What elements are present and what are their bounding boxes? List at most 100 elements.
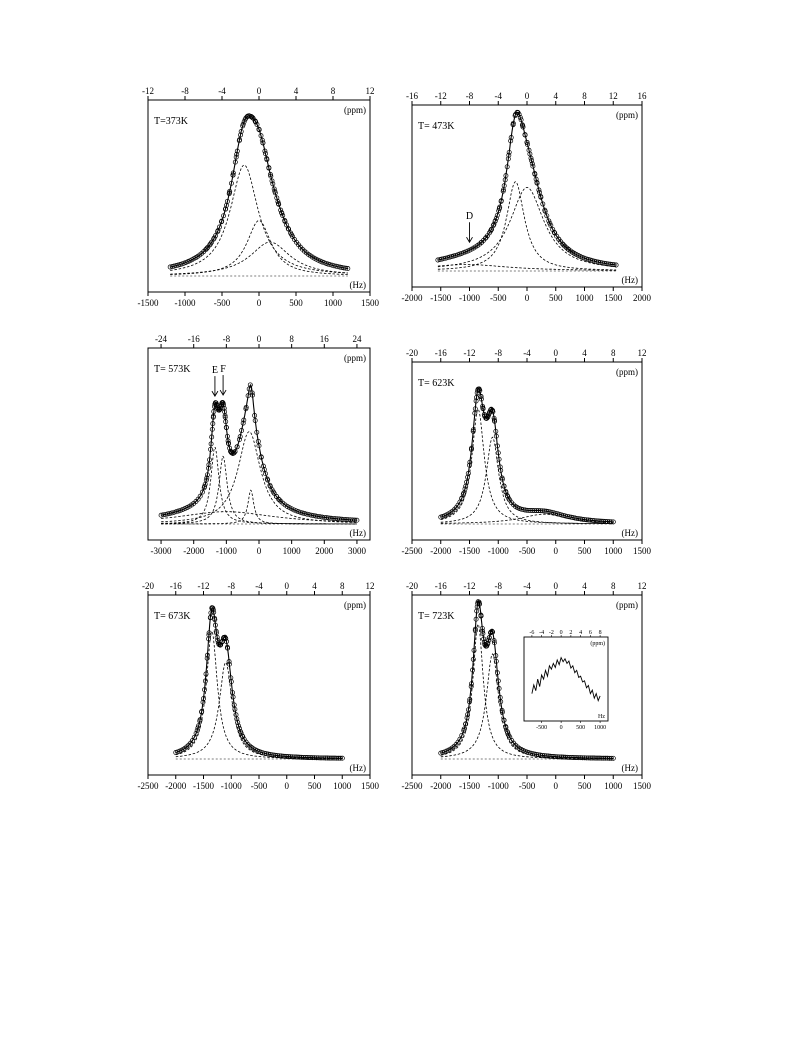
data-point (469, 445, 474, 451)
data-point (304, 755, 310, 760)
data-point (228, 675, 234, 681)
data-point (610, 755, 616, 761)
data-point (497, 204, 503, 210)
ppm-tick-label: -12 (435, 91, 447, 101)
data-point (541, 753, 547, 759)
data-point (495, 678, 501, 684)
data-point (211, 409, 217, 414)
data-point (468, 684, 474, 689)
inset-hz-tick-label: -500 (536, 725, 547, 731)
data-point (275, 199, 281, 205)
spectrum-panel-6: -2500 -2000 -1500 -1000 -500 0 500 1000 1500-20-… (402, 581, 652, 791)
ppm-tick-label: 0 (554, 581, 559, 591)
data-point (269, 752, 275, 758)
data-point (252, 418, 258, 423)
data-point (195, 725, 201, 731)
data-point (219, 218, 225, 224)
data-point (308, 755, 314, 761)
data-point (208, 610, 214, 616)
data-point (495, 450, 501, 456)
data-point (599, 518, 605, 524)
data-point (317, 755, 323, 761)
ppm-tick-label: 8 (340, 581, 345, 591)
data-point (234, 148, 240, 154)
data-point (231, 450, 237, 456)
hz-tick-label: -2000 (402, 293, 423, 303)
fit-component-curve (161, 489, 357, 525)
hz-tick-label: 2000 (633, 293, 652, 303)
data-point (480, 631, 486, 636)
data-point (493, 215, 499, 221)
hz-unit-label: (Hz) (622, 763, 639, 773)
data-point (295, 509, 301, 515)
data-point (491, 638, 497, 644)
data-point (560, 242, 566, 248)
data-point (302, 511, 308, 517)
hz-tick-label: 1500 (361, 298, 380, 308)
data-point (225, 438, 231, 444)
data-point (498, 198, 504, 204)
data-point (297, 754, 303, 760)
data-point (325, 755, 330, 761)
data-point (276, 753, 282, 759)
inset-ppm-tick-label: -2 (549, 630, 554, 636)
ppm-tick-label: -12 (464, 348, 476, 358)
data-point (566, 754, 572, 760)
data-point (212, 622, 218, 628)
data-point (555, 754, 561, 760)
data-point (280, 753, 286, 759)
hz-unit-label: (Hz) (622, 275, 639, 285)
data-point (601, 755, 607, 761)
hz-tick-label: -1000 (459, 293, 480, 303)
data-point (481, 636, 487, 642)
data-point (492, 418, 498, 424)
data-point (529, 158, 535, 164)
data-point (209, 426, 215, 432)
hz-tick-label: 500 (578, 546, 592, 556)
data-point (261, 467, 267, 472)
data-point (547, 220, 553, 226)
total-fit-curve (161, 383, 357, 521)
data-point (173, 509, 179, 515)
data-point (253, 119, 259, 125)
hz-tick-label: 0 (525, 293, 530, 303)
hz-unit-label: (Hz) (622, 528, 639, 538)
data-point (279, 210, 285, 216)
data-point (240, 420, 246, 426)
ppm-tick-label: -8 (466, 91, 474, 101)
temperature-label: T= 723K (418, 611, 455, 622)
data-point (282, 753, 288, 759)
fit-component-curve (170, 164, 348, 274)
data-point (272, 190, 278, 196)
data-point (465, 712, 471, 718)
data-point (289, 232, 295, 238)
data-point (472, 628, 478, 634)
data-point (493, 428, 499, 434)
data-point (249, 114, 255, 120)
hz-tick-label: -1500 (430, 293, 451, 303)
hz-tick-label: -2000 (430, 781, 451, 791)
data-point (337, 755, 343, 761)
ppm-unit-label: (ppm) (616, 110, 638, 120)
data-point (228, 679, 234, 685)
ppm-tick-label: -16 (170, 581, 182, 591)
total-fit-curve (175, 606, 343, 759)
data-point (476, 600, 482, 606)
data-point (499, 709, 505, 715)
fit-component-curve (161, 455, 357, 525)
spectrum-panel-3: -3000 -2000 -1000 0 1000 2000 3000 -24 -16 -8 0 8 16… (147, 334, 371, 556)
data-point (494, 443, 500, 449)
data-point (191, 734, 197, 740)
data-point (480, 628, 486, 634)
ppm-tick-label: -8 (495, 348, 503, 358)
data-point (542, 208, 548, 214)
data-point (226, 191, 232, 197)
inset-frame (523, 636, 609, 722)
data-point (345, 266, 351, 271)
hz-tick-label: -500 (490, 293, 507, 303)
data-point (491, 640, 497, 646)
data-point (293, 508, 299, 514)
data-point (176, 508, 181, 514)
hz-unit-label: (Hz) (350, 763, 367, 773)
data-point (488, 629, 494, 635)
